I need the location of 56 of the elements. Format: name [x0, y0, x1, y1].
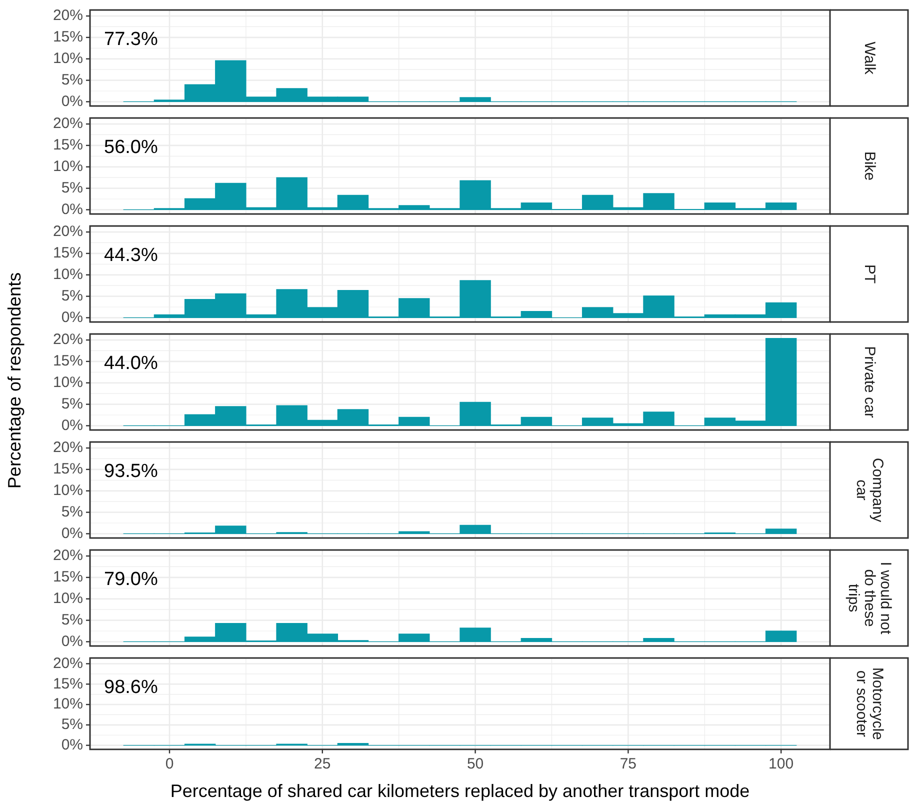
y-tick-label: 0%: [61, 632, 83, 650]
annotation: 93.5%: [104, 461, 158, 482]
y-tick-label: 0%: [61, 524, 83, 542]
x-tick-label: 0: [165, 756, 174, 773]
y-tick-label: 10%: [52, 50, 83, 67]
text: Private car: [860, 346, 878, 418]
y-tick-label: 0%: [61, 736, 83, 754]
annotation: 98.6%: [104, 677, 158, 698]
y-tick-label: 15%: [52, 675, 83, 692]
text: PT: [860, 264, 878, 284]
text: Motorcycle or scooter: [852, 667, 886, 740]
y-tick-label: 5%: [61, 611, 83, 628]
y-tick-label: 0%: [61, 200, 83, 218]
y-tick-label: 10%: [52, 696, 83, 713]
x-axis-title: Percentage of shared car kilometers replaced by another transport mode: [170, 781, 750, 802]
y-tick-label: 0%: [61, 92, 83, 110]
y-tick-label: 15%: [52, 136, 83, 154]
y-tick-label: 5%: [61, 179, 83, 196]
y-tick-label: 20%: [52, 7, 83, 24]
text: Walk: [860, 42, 878, 75]
y-tick-label: 0%: [61, 308, 83, 326]
y-tick-label: 10%: [52, 266, 83, 283]
x-tick-label: 100: [768, 756, 794, 773]
y-tick-label: 5%: [61, 395, 83, 412]
y-tick-label: 0%: [61, 416, 83, 434]
x-tick-label: 75: [620, 756, 637, 773]
y-tick-label: 5%: [61, 287, 83, 304]
y-tick-label: 15%: [52, 352, 83, 370]
text: Company car: [852, 458, 886, 523]
y-tick-label: 10%: [52, 482, 83, 499]
y-tick-label: 15%: [52, 244, 83, 262]
y-axis-title: Percentage of respondents: [4, 272, 26, 489]
x-tick-label: 25: [314, 756, 331, 773]
y-tick-label: 20%: [52, 331, 83, 348]
annotation: 77.3%: [104, 29, 158, 50]
y-tick-label: 20%: [52, 654, 83, 672]
y-tick-label: 15%: [52, 28, 83, 46]
y-tick-label: 5%: [61, 71, 83, 88]
y-tick-label: 20%: [52, 115, 83, 132]
y-tick-label: 5%: [61, 503, 83, 520]
y-tick-label: 20%: [52, 223, 83, 240]
y-tick-label: 20%: [52, 439, 83, 456]
annotation: 44.0%: [104, 353, 158, 374]
annotation: 56.0%: [104, 137, 158, 158]
y-tick-label: 15%: [52, 460, 83, 478]
y-tick-label: 20%: [52, 547, 83, 564]
y-tick-label: 5%: [61, 716, 83, 734]
text: Bike: [860, 151, 878, 181]
annotation: 44.3%: [104, 245, 158, 266]
y-tick-label: 15%: [52, 568, 83, 586]
x-tick-label: 50: [466, 756, 484, 773]
y-tick-label: 10%: [52, 590, 83, 607]
y-tick-label: 10%: [52, 158, 83, 175]
y-tick-label: 10%: [52, 374, 83, 391]
annotation: 79.0%: [104, 569, 158, 590]
text: I would not do these trips: [844, 562, 894, 636]
